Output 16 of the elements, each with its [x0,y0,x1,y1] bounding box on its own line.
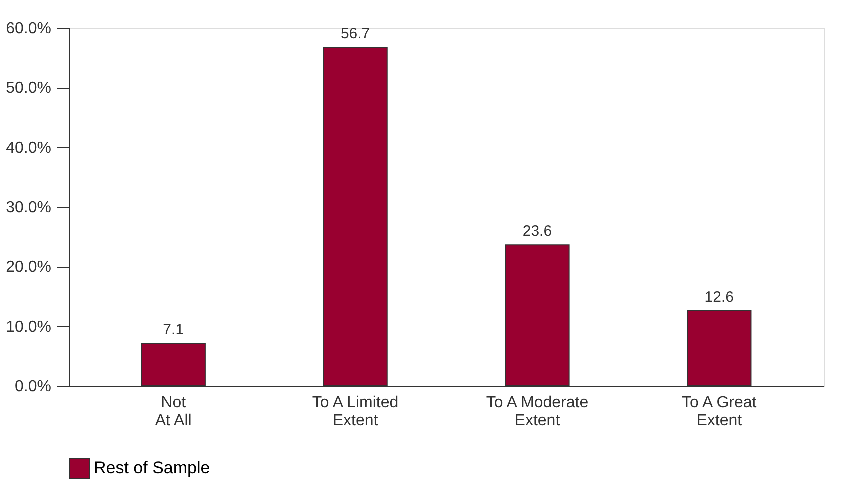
y-tick-label: 30.0% [6,200,52,216]
y-tick-label: 0.0% [15,378,52,396]
x-tick-label: Not At All [155,394,192,430]
y-tick-label: 10.0% [6,318,52,336]
y-tick-label: 40.0% [6,140,52,157]
legend-label: Rest of Sample [94,458,210,478]
data-label: 12.6 [704,288,734,306]
data-label: 7.1 [163,322,184,339]
y-tick-label: 50.0% [6,80,52,98]
y-tick-label: 60.0% [6,20,52,38]
data-label: 23.6 [522,223,552,240]
x-tick-label: To A Moderate Extent [486,394,589,430]
x-tick-label: To A Limited Extent [312,394,399,430]
x-tick-label: To A Great Extent [682,394,758,430]
y-tick-label: 20.0% [6,259,52,276]
data-label: 56.7 [340,26,370,43]
